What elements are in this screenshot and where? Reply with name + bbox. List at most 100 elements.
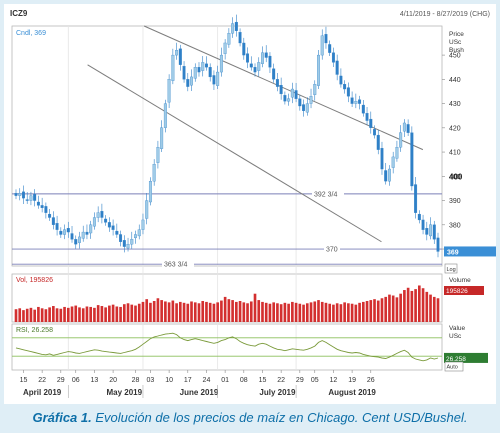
candle-body	[320, 35, 324, 56]
candle-body	[391, 156, 395, 168]
candle-body	[21, 191, 25, 199]
volume-bar	[104, 307, 107, 322]
candle-body	[18, 193, 22, 196]
candle-body	[395, 147, 399, 159]
candle-body	[152, 164, 156, 182]
x-tick-label: 19	[348, 377, 356, 384]
volume-bar	[14, 309, 18, 322]
candle-body	[145, 200, 149, 219]
volume-bar	[361, 301, 365, 322]
volume-bar	[137, 303, 141, 322]
volume-bar	[134, 305, 137, 322]
volume-bar	[276, 303, 279, 322]
volume-bar	[156, 298, 160, 322]
candle-body	[425, 228, 429, 235]
candle-body	[287, 98, 291, 102]
volume-bar	[279, 304, 283, 322]
volume-bar	[18, 308, 22, 322]
volume-bar	[164, 301, 167, 322]
price-tick-label: 440	[449, 77, 461, 84]
volume-bar	[37, 306, 40, 322]
caption-label: Gráfica 1.	[32, 410, 92, 425]
volume-bar	[193, 302, 197, 322]
candle-body	[399, 132, 403, 148]
x-tick-label: 24	[203, 377, 211, 384]
x-tick-label: 06	[72, 377, 80, 384]
candle-body	[279, 85, 283, 95]
candle-body	[36, 201, 40, 206]
x-tick-label: 01	[221, 377, 229, 384]
candle-body	[92, 217, 96, 227]
x-month-label: April 2019	[23, 388, 62, 397]
candle-body	[204, 63, 208, 68]
price-unit-label: Bush	[449, 47, 464, 54]
rsi-last-value: 26.258	[446, 356, 466, 363]
volume-bar	[81, 308, 85, 322]
volume-bar	[231, 300, 234, 322]
volume-bar	[249, 301, 253, 322]
price-tick-label: 390	[449, 198, 461, 205]
volume-bar	[78, 307, 81, 322]
volume-bar	[74, 305, 78, 322]
candle-body	[257, 62, 261, 71]
volume-bar	[29, 307, 33, 322]
volume-bar	[425, 291, 429, 322]
candle-body	[163, 103, 167, 128]
candle-body	[313, 84, 317, 95]
volume-bar	[126, 303, 130, 322]
log-button[interactable]	[444, 263, 458, 274]
candle-body	[384, 170, 388, 182]
volume-bar	[391, 295, 395, 322]
level-label: 392 3/4	[314, 191, 337, 198]
candle-body	[104, 218, 108, 223]
volume-bar	[96, 305, 100, 322]
volume-bar	[235, 301, 238, 322]
price-unit-label: Price	[449, 31, 464, 38]
volume-bar	[410, 290, 414, 322]
volume-bar	[89, 306, 93, 322]
volume-bar	[414, 289, 417, 322]
volume-bar	[141, 301, 145, 322]
x-tick-label: 05	[311, 377, 319, 384]
candle-body	[387, 168, 391, 182]
x-month-label: June 2019	[180, 388, 219, 397]
candle-body	[115, 230, 119, 235]
volume-bar	[305, 303, 309, 322]
volume-bar	[85, 306, 89, 322]
volume-bar	[59, 308, 63, 322]
x-tick-label: 15	[20, 377, 28, 384]
candle-body	[261, 52, 264, 64]
candle-body	[354, 101, 358, 104]
volume-bar	[190, 301, 193, 322]
volume-bar	[186, 303, 190, 322]
candle-body	[264, 52, 268, 58]
candle-body	[365, 113, 369, 121]
auto-button[interactable]	[444, 361, 464, 372]
volume-last-value: 195826	[446, 288, 468, 295]
candle-body	[414, 184, 418, 213]
volume-bar	[212, 303, 216, 322]
volume-bar	[384, 296, 388, 322]
volume-bar	[55, 308, 59, 322]
candle-body	[275, 79, 279, 87]
price-last-value: 369	[447, 249, 459, 256]
volume-bar	[283, 302, 287, 322]
candle-body	[417, 213, 421, 221]
candle-body	[197, 67, 201, 73]
price-last-badge	[444, 246, 496, 257]
volume-bar	[108, 305, 111, 322]
volume-bar	[320, 301, 324, 322]
candle-body	[234, 21, 238, 31]
candle-body	[122, 240, 126, 247]
volume-bar	[111, 304, 115, 322]
volume-bar	[332, 304, 335, 322]
volume-bar	[246, 303, 249, 322]
date-range-label: 4/11/2019 - 8/27/2019 (CHG)	[400, 11, 490, 18]
candle-body	[70, 233, 74, 240]
price-400-label: 400	[449, 172, 463, 181]
volume-bar	[175, 303, 178, 322]
x-month-label: May 2019	[107, 388, 143, 397]
volume-bar	[261, 301, 264, 322]
price-unit-label: USc	[449, 39, 462, 46]
candle-body	[74, 239, 78, 245]
